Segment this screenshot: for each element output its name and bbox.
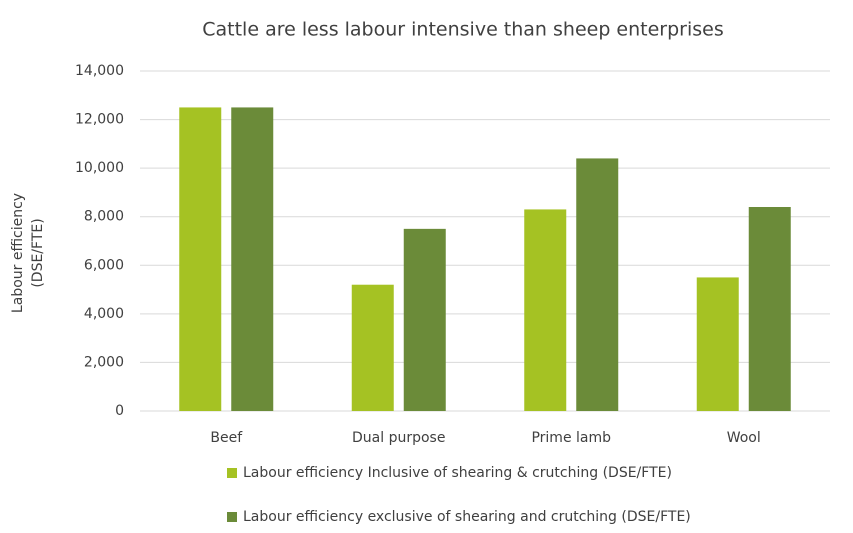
y-tick-label: 8,000 [84,209,124,225]
bar [351,284,394,411]
x-tick-label: Dual purpose [352,430,445,446]
y-tick-label: 6,000 [84,257,124,273]
bar [231,107,274,411]
x-tick-label: Wool [727,430,761,446]
legend-swatch [227,512,237,522]
bar [696,277,739,411]
bar [524,209,567,411]
bar [748,207,791,411]
y-axis-label: Labour efficiency (DSE/FTE) [10,193,46,313]
y-axis-label-line: Labour efficiency [10,193,26,313]
bar [403,228,446,411]
legend-label: Labour efficiency exclusive of shearing … [243,509,691,525]
bar [179,107,222,411]
bar [576,158,619,411]
y-tick-label: 2,000 [84,354,124,370]
y-tick-label: 12,000 [75,112,124,128]
legend-swatch [227,468,237,478]
x-tick-label: Prime lamb [531,430,611,446]
y-tick-label: 10,000 [75,160,124,176]
chart-title: Cattle are less labour intensive than sh… [202,19,724,41]
y-tick-label: 0 [115,403,124,419]
y-tick-label: 14,000 [75,63,124,79]
y-axis-label-line: (DSE/FTE) [30,218,46,287]
legend-label: Labour efficiency Inclusive of shearing … [243,465,672,481]
y-tick-label: 4,000 [84,306,124,322]
x-tick-label: Beef [210,430,243,446]
